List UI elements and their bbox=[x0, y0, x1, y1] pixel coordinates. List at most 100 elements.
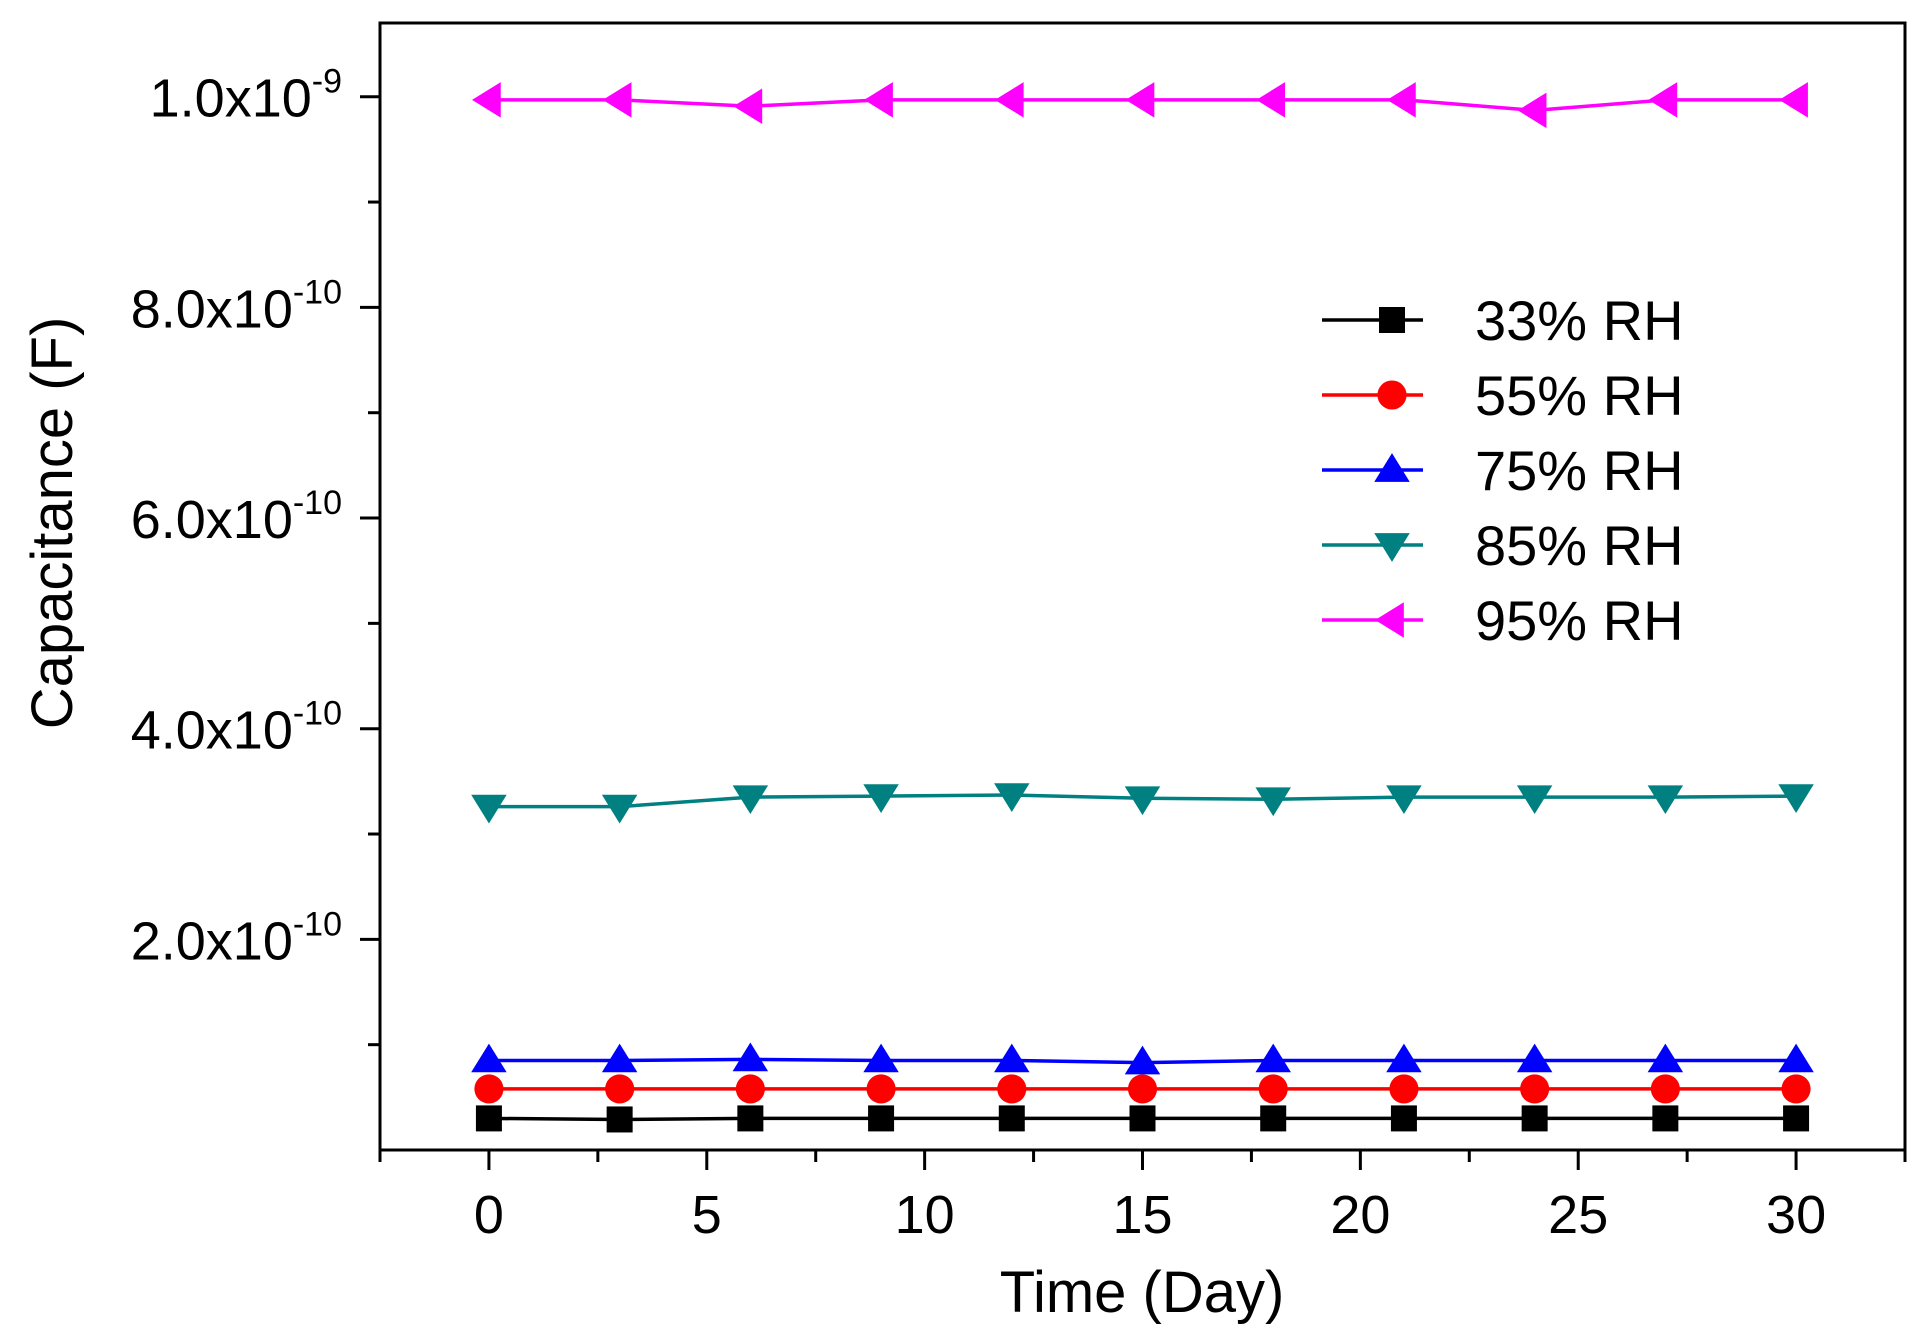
plot-frame bbox=[378, 21, 1907, 1152]
data-point bbox=[475, 1105, 502, 1132]
data-point bbox=[1125, 82, 1155, 118]
data-point bbox=[471, 794, 507, 824]
y-tick-mantissa: 6.0x10 bbox=[131, 490, 293, 550]
data-point bbox=[994, 1043, 1030, 1073]
x-tick-label: 15 bbox=[1112, 1185, 1172, 1245]
data-point bbox=[472, 82, 501, 118]
data-point bbox=[866, 1074, 896, 1104]
x-tick-label: 20 bbox=[1330, 1185, 1390, 1245]
legend-marker bbox=[1379, 307, 1405, 333]
data-point bbox=[1255, 1043, 1291, 1073]
legend-marker bbox=[1377, 380, 1407, 410]
x-axis-label: Time (Day) bbox=[1000, 1260, 1285, 1325]
data-point bbox=[1516, 785, 1553, 815]
legend-marker bbox=[1374, 453, 1410, 482]
y-tick-mantissa: 1.0x10 bbox=[150, 69, 312, 129]
data-point bbox=[997, 1074, 1027, 1104]
data-point bbox=[1648, 82, 1678, 118]
data-point bbox=[1521, 1105, 1548, 1132]
legend-label: 95% RH bbox=[1475, 589, 1684, 652]
data-point bbox=[1386, 785, 1422, 815]
x-tick-label: 5 bbox=[692, 1185, 722, 1245]
data-point bbox=[1255, 787, 1291, 817]
x-tick-label: 0 bbox=[474, 1185, 504, 1245]
data-point bbox=[471, 1043, 507, 1073]
x-axis-tick-labels: 0 5 10 15 20 25 30 bbox=[474, 1185, 1826, 1245]
data-point bbox=[605, 1074, 635, 1104]
series-0 bbox=[475, 1105, 1810, 1133]
legend-label: 85% RH bbox=[1475, 514, 1684, 577]
series-1 bbox=[474, 1074, 1811, 1104]
data-point bbox=[863, 1043, 899, 1073]
legend-entry: 85% RH bbox=[1322, 514, 1684, 577]
legend-label: 33% RH bbox=[1475, 289, 1684, 352]
data-point bbox=[1124, 786, 1161, 816]
data-point bbox=[1781, 1074, 1811, 1104]
data-point bbox=[863, 784, 899, 814]
y-axis-ticks bbox=[360, 95, 380, 1047]
series-2 bbox=[471, 1042, 1814, 1075]
data-point bbox=[1129, 1105, 1156, 1132]
legend-label: 75% RH bbox=[1475, 439, 1684, 502]
data-point bbox=[732, 1042, 769, 1072]
data-point bbox=[1652, 1105, 1679, 1132]
data-point bbox=[474, 1074, 504, 1104]
data-point bbox=[1647, 785, 1684, 815]
data-point bbox=[1778, 1043, 1814, 1073]
data-point bbox=[1386, 1043, 1422, 1073]
data-point bbox=[1779, 82, 1808, 118]
data-point bbox=[1516, 1043, 1553, 1073]
y-axis-tick-labels: 2.0x10-104.0x10-106.0x10-108.0x10-101.0x… bbox=[131, 63, 342, 972]
data-point bbox=[1647, 1043, 1684, 1073]
data-point bbox=[606, 1106, 633, 1133]
data-point bbox=[1387, 82, 1416, 118]
series-4 bbox=[472, 82, 1808, 129]
data-point bbox=[994, 783, 1030, 812]
legend-entry: 33% RH bbox=[1322, 289, 1684, 352]
data-point bbox=[737, 1105, 764, 1132]
data-point bbox=[1517, 92, 1547, 129]
x-tick-label: 30 bbox=[1766, 1185, 1826, 1245]
y-tick-label: 2.0x10-10 bbox=[131, 905, 342, 971]
data-point bbox=[1778, 784, 1814, 814]
data-point bbox=[733, 88, 763, 124]
x-axis-ticks bbox=[378, 1150, 1907, 1170]
legend-entry: 55% RH bbox=[1322, 364, 1684, 427]
y-tick-exponent: -9 bbox=[312, 63, 342, 101]
data-point bbox=[735, 1074, 765, 1104]
legend-label: 55% RH bbox=[1475, 364, 1684, 427]
y-tick-label: 8.0x10-10 bbox=[131, 273, 342, 339]
data-point bbox=[1389, 1074, 1419, 1104]
data-point bbox=[1256, 82, 1286, 118]
data-point bbox=[1260, 1105, 1287, 1132]
data-point bbox=[1127, 1074, 1158, 1104]
y-tick-exponent: -10 bbox=[293, 695, 342, 733]
data-point bbox=[601, 1043, 638, 1073]
y-tick-mantissa: 4.0x10 bbox=[131, 701, 293, 761]
y-tick-label: 1.0x10-9 bbox=[150, 63, 342, 129]
y-tick-mantissa: 8.0x10 bbox=[131, 279, 293, 339]
data-point bbox=[1650, 1074, 1680, 1104]
data-point bbox=[1258, 1074, 1288, 1104]
data-point bbox=[868, 1105, 895, 1132]
legend: 33% RH 55% RH 75% RH 85% RH 95% RH bbox=[1322, 289, 1684, 652]
data-point bbox=[1520, 1074, 1550, 1104]
data-point bbox=[732, 785, 769, 815]
y-tick-mantissa: 2.0x10 bbox=[131, 911, 293, 971]
legend-entry: 75% RH bbox=[1322, 439, 1684, 502]
y-tick-exponent: -10 bbox=[293, 905, 342, 943]
y-tick-exponent: -10 bbox=[293, 484, 342, 522]
data-point bbox=[602, 82, 632, 118]
y-tick-label: 6.0x10-10 bbox=[131, 484, 342, 550]
y-axis-label: Capacitance (F) bbox=[20, 317, 85, 730]
data-point bbox=[1124, 1045, 1161, 1075]
data-point bbox=[864, 82, 893, 118]
y-tick-label: 4.0x10-10 bbox=[131, 695, 342, 761]
legend-marker bbox=[1375, 602, 1404, 638]
series-3 bbox=[471, 783, 1814, 824]
series-layer bbox=[471, 82, 1814, 1133]
y-tick-exponent: -10 bbox=[293, 273, 342, 311]
data-point bbox=[601, 794, 638, 824]
data-point bbox=[998, 1105, 1025, 1132]
